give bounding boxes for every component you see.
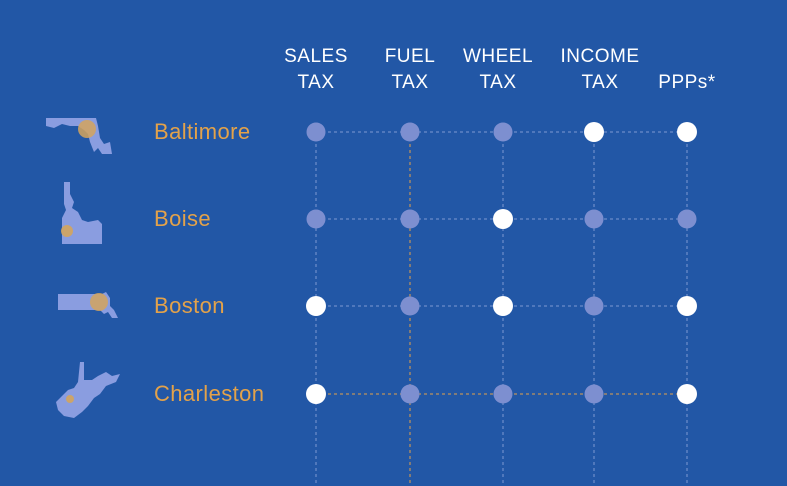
column-header-income: INCOME TAX xyxy=(545,44,655,96)
dot-charleston-wheel xyxy=(493,384,513,404)
dot-boston-wheel xyxy=(493,296,513,316)
dot-charleston-income xyxy=(584,384,604,404)
dot-boise-wheel xyxy=(493,209,513,229)
column-header-sales: SALES TAX xyxy=(261,44,371,96)
column-header-line1: PPPs* xyxy=(658,72,716,93)
idaho-icon xyxy=(61,182,102,244)
dot-baltimore-wheel xyxy=(493,122,513,142)
column-header-ppps: PPPs* xyxy=(632,70,742,96)
dot-charleston-sales xyxy=(306,384,326,404)
column-header-line1: WHEEL xyxy=(462,46,534,67)
city-label-boise: Boise xyxy=(154,206,212,231)
dot-boston-fuel xyxy=(400,296,420,316)
city-label-baltimore: Baltimore xyxy=(154,119,251,144)
column-header-line2: TAX xyxy=(479,72,517,93)
column-header-fuel: FUEL TAX xyxy=(355,44,465,96)
dot-baltimore-fuel xyxy=(400,122,420,142)
west-virginia-icon xyxy=(56,362,120,418)
column-header-line1: FUEL xyxy=(384,46,436,67)
column-header-line2: TAX xyxy=(297,72,335,93)
dot-boston-income xyxy=(584,296,604,316)
dot-baltimore-ppps xyxy=(677,122,697,142)
dot-boston-ppps xyxy=(677,296,697,316)
maryland-icon xyxy=(46,118,112,154)
column-header-line1: INCOME xyxy=(560,46,640,67)
dot-boise-fuel xyxy=(400,209,420,229)
dot-boise-income xyxy=(584,209,604,229)
massachusetts-icon xyxy=(58,292,118,318)
column-header-line1: SALES xyxy=(284,46,348,67)
dot-baltimore-sales xyxy=(306,122,326,142)
city-label-boston: Boston xyxy=(154,293,225,318)
dot-baltimore-income xyxy=(584,122,604,142)
column-header-line2: TAX xyxy=(581,72,619,93)
dot-charleston-fuel xyxy=(400,384,420,404)
column-header-line2: TAX xyxy=(391,72,429,93)
dot-boise-sales xyxy=(306,209,326,229)
dot-charleston-ppps xyxy=(677,384,697,404)
dot-boise-ppps xyxy=(677,209,697,229)
city-label-charleston: Charleston xyxy=(154,381,265,406)
dot-boston-sales xyxy=(306,296,326,316)
column-header-wheel: WHEEL TAX xyxy=(443,44,553,96)
